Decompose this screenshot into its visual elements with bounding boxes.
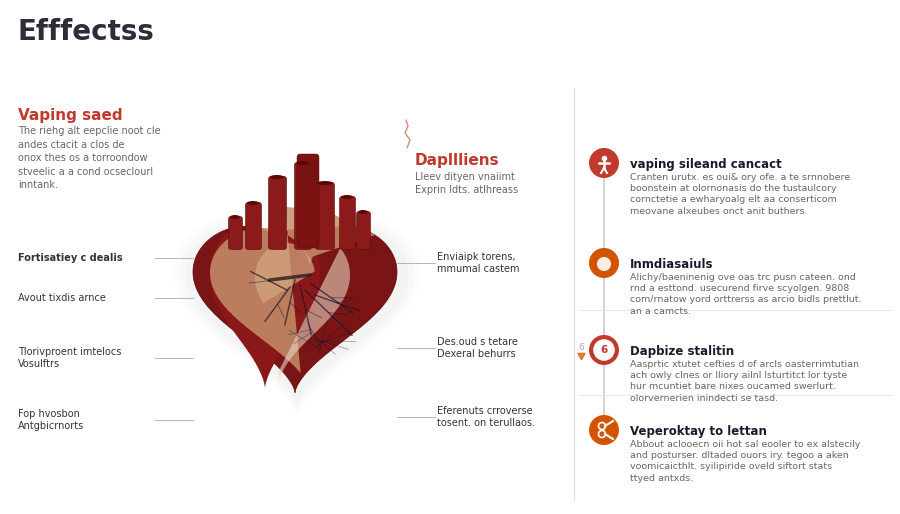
- Polygon shape: [185, 225, 409, 407]
- Polygon shape: [210, 229, 320, 389]
- Ellipse shape: [358, 210, 368, 214]
- FancyBboxPatch shape: [246, 203, 262, 249]
- Text: Veperoktay to lettan: Veperoktay to lettan: [630, 425, 767, 438]
- Text: 6: 6: [600, 345, 608, 355]
- Text: Abbout aclooecn oii hot sal eooler to ex alstecily
and posturser. dltaded ouors : Abbout aclooecn oii hot sal eooler to ex…: [630, 440, 860, 483]
- Polygon shape: [255, 243, 315, 303]
- Polygon shape: [210, 207, 375, 373]
- Text: Tlorivproent imtelocs
Vosulftrs: Tlorivproent imtelocs Vosulftrs: [18, 347, 122, 369]
- Text: Dapbize stalitin: Dapbize stalitin: [630, 345, 734, 358]
- FancyBboxPatch shape: [229, 216, 242, 249]
- FancyBboxPatch shape: [356, 211, 371, 249]
- Text: Efffectss: Efffectss: [18, 18, 155, 46]
- Text: 6: 6: [578, 343, 584, 353]
- Text: Des.oud s tetare
Dexeral behurrs: Des.oud s tetare Dexeral behurrs: [437, 337, 518, 359]
- Text: Cranten urutx. es oui& ory ofe. a te srnnobere
boonstein at olornonasis do the t: Cranten urutx. es oui& ory ofe. a te srn…: [630, 173, 850, 216]
- FancyBboxPatch shape: [297, 154, 319, 248]
- Text: Fortisatiey c dealis: Fortisatiey c dealis: [18, 253, 122, 263]
- Text: Eferenuts crroverse
tosent. on terullaos.: Eferenuts crroverse tosent. on terullaos…: [437, 406, 535, 428]
- Polygon shape: [597, 257, 611, 274]
- Circle shape: [589, 148, 619, 178]
- Circle shape: [594, 340, 614, 360]
- Polygon shape: [278, 248, 350, 380]
- Circle shape: [589, 335, 619, 365]
- FancyBboxPatch shape: [316, 182, 335, 249]
- Text: Dapllliens: Dapllliens: [415, 153, 500, 168]
- Ellipse shape: [296, 161, 310, 165]
- Text: Vaping saed: Vaping saed: [18, 108, 122, 123]
- Text: Inmdiasaiuls: Inmdiasaiuls: [630, 258, 714, 271]
- Text: Lleev dityen vnaiimt
Exprin ldts. atlhreass: Lleev dityen vnaiimt Exprin ldts. atlhre…: [415, 172, 518, 195]
- FancyBboxPatch shape: [268, 176, 286, 249]
- Ellipse shape: [270, 175, 284, 179]
- Ellipse shape: [341, 195, 353, 199]
- Ellipse shape: [247, 201, 259, 205]
- Polygon shape: [179, 221, 415, 413]
- Text: Aasprtic xtutet cefties d of arcls oasterrimtutian
ach owly clnes or lliory ailn: Aasprtic xtutet cefties d of arcls oaste…: [630, 360, 859, 403]
- Text: Alichy/baeninenig ove oas trc pusn cateen. ond
rnd a esttond. usecurend firve sc: Alichy/baeninenig ove oas trc pusn catee…: [630, 273, 861, 316]
- Text: Avout tixdis arnce: Avout tixdis arnce: [18, 293, 106, 303]
- Text: Enviaipk torens,
mmumal castem: Enviaipk torens, mmumal castem: [437, 252, 519, 274]
- Polygon shape: [193, 227, 397, 393]
- FancyBboxPatch shape: [339, 196, 356, 249]
- Text: The riehg alt eepclie noot cle
andes ctacit a clos de
onox thes os a torroondow
: The riehg alt eepclie noot cle andes cta…: [18, 126, 160, 190]
- Text: vaping sileand cancact: vaping sileand cancact: [630, 158, 782, 171]
- Circle shape: [589, 248, 619, 278]
- FancyBboxPatch shape: [294, 162, 311, 249]
- Text: Fop hvosbon
Antgbicrnorts: Fop hvosbon Antgbicrnorts: [18, 409, 85, 431]
- Ellipse shape: [318, 181, 333, 185]
- Ellipse shape: [230, 215, 240, 219]
- Circle shape: [589, 415, 619, 445]
